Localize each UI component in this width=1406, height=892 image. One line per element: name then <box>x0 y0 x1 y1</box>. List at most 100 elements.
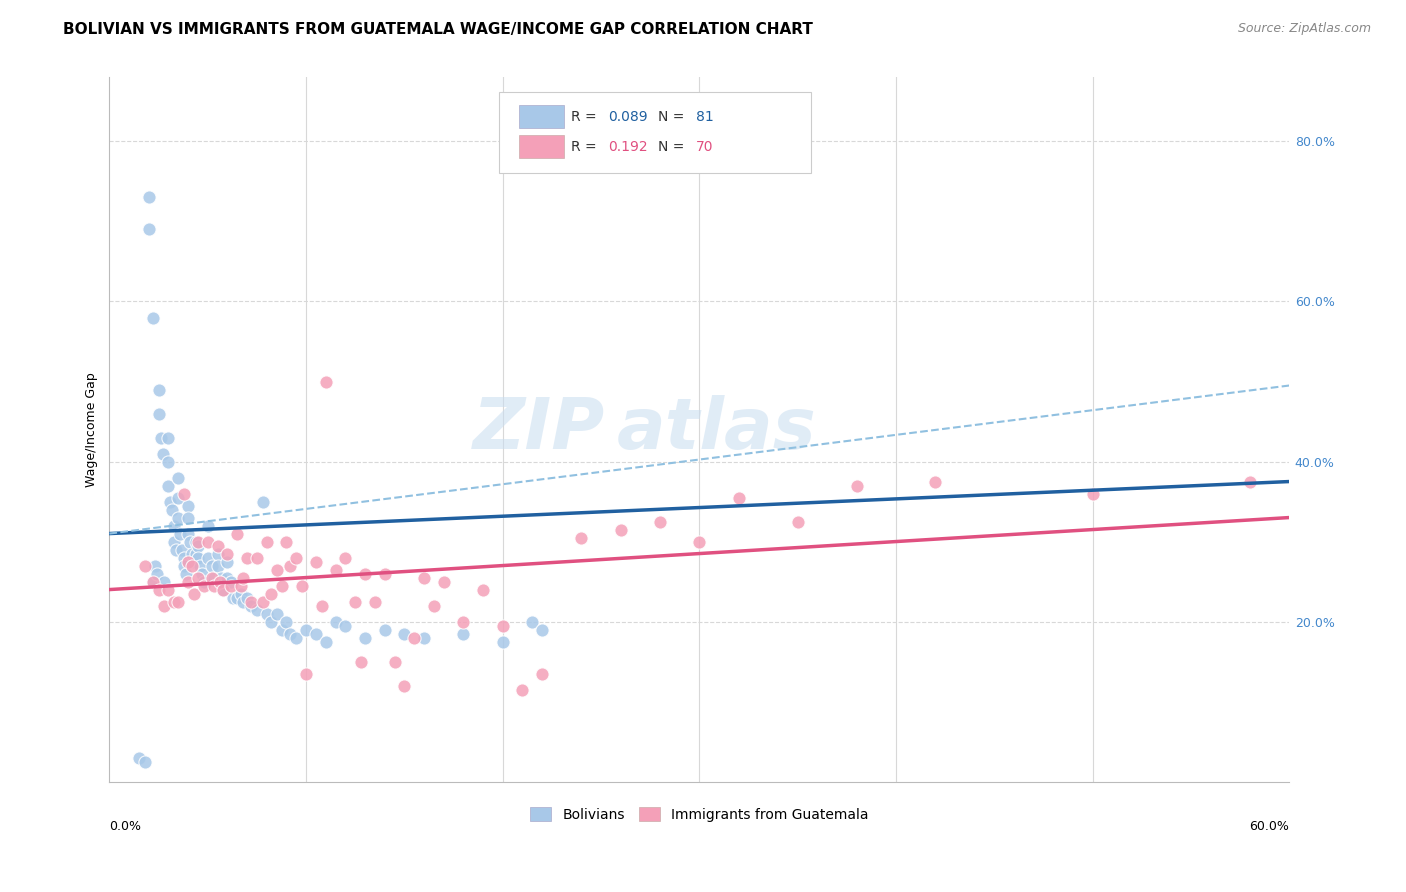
Point <box>184 547 207 561</box>
Point <box>222 591 245 605</box>
Point <box>285 631 308 645</box>
Point <box>569 531 592 545</box>
Point <box>134 558 156 573</box>
Point <box>142 310 165 325</box>
Point <box>231 586 253 600</box>
Text: N =: N = <box>658 140 689 154</box>
Point <box>530 666 553 681</box>
Point <box>142 574 165 589</box>
Point <box>259 586 281 600</box>
Point <box>187 539 209 553</box>
Point <box>138 222 160 236</box>
Text: 81: 81 <box>696 110 713 124</box>
Point <box>208 574 231 589</box>
Point <box>202 578 225 592</box>
Text: BOLIVIAN VS IMMIGRANTS FROM GUATEMALA WAGE/INCOME GAP CORRELATION CHART: BOLIVIAN VS IMMIGRANTS FROM GUATEMALA WA… <box>63 22 813 37</box>
Point <box>142 574 165 589</box>
Point <box>207 558 229 573</box>
Point <box>201 558 224 573</box>
Point <box>924 475 946 489</box>
Point <box>134 755 156 769</box>
Point <box>211 571 233 585</box>
Point <box>188 558 211 573</box>
Point <box>212 582 235 597</box>
Text: 70: 70 <box>696 140 713 154</box>
Point <box>212 582 235 597</box>
Point <box>1081 486 1104 500</box>
Point <box>384 655 406 669</box>
Point <box>173 486 195 500</box>
Point <box>138 190 160 204</box>
Point <box>173 558 195 573</box>
Point <box>256 607 278 621</box>
Point <box>177 526 200 541</box>
Point <box>325 615 347 629</box>
Point <box>157 431 180 445</box>
Point <box>187 571 209 585</box>
Point <box>492 634 515 648</box>
Point <box>240 594 263 608</box>
Point <box>162 502 184 516</box>
Point <box>202 571 225 585</box>
Point <box>256 534 278 549</box>
Point <box>335 550 357 565</box>
Point <box>167 510 190 524</box>
Point <box>252 594 274 608</box>
Legend: Bolivians, Immigrants from Guatemala: Bolivians, Immigrants from Guatemala <box>524 802 873 828</box>
Text: 0.192: 0.192 <box>609 140 648 154</box>
Point <box>325 563 347 577</box>
Point <box>177 499 200 513</box>
Point <box>143 558 166 573</box>
Point <box>152 446 174 460</box>
Point <box>187 550 209 565</box>
Point <box>394 626 416 640</box>
Point <box>221 578 243 592</box>
Point <box>232 594 254 608</box>
Point <box>276 534 298 549</box>
Point <box>295 666 318 681</box>
Point <box>172 542 194 557</box>
Point <box>163 518 186 533</box>
Point <box>148 407 170 421</box>
Point <box>201 571 224 585</box>
Point <box>271 623 294 637</box>
Point <box>145 566 167 581</box>
Point <box>266 607 288 621</box>
Point <box>266 563 288 577</box>
Point <box>179 534 201 549</box>
Point <box>197 550 219 565</box>
Point <box>278 626 301 640</box>
Point <box>169 526 191 541</box>
Point <box>271 578 294 592</box>
Point <box>159 494 181 508</box>
Point <box>157 454 180 468</box>
Point <box>394 679 416 693</box>
Point <box>187 534 209 549</box>
Point <box>165 542 187 557</box>
Point <box>291 578 314 592</box>
Point <box>648 515 671 529</box>
Point <box>153 574 176 589</box>
Point <box>305 626 328 640</box>
Point <box>344 594 367 608</box>
Point <box>354 566 377 581</box>
Point <box>177 510 200 524</box>
Point <box>183 555 205 569</box>
Point <box>174 566 197 581</box>
Point <box>350 655 373 669</box>
Point <box>252 494 274 508</box>
Point <box>177 555 200 569</box>
Point <box>276 615 298 629</box>
FancyBboxPatch shape <box>499 92 811 172</box>
Point <box>157 582 180 597</box>
Point <box>472 582 495 597</box>
Point <box>1239 475 1261 489</box>
Point <box>217 547 239 561</box>
Point <box>193 578 215 592</box>
Point <box>207 539 229 553</box>
Point <box>609 523 631 537</box>
Point <box>197 518 219 533</box>
Point <box>128 750 150 764</box>
Point <box>149 431 172 445</box>
Point <box>295 623 318 637</box>
